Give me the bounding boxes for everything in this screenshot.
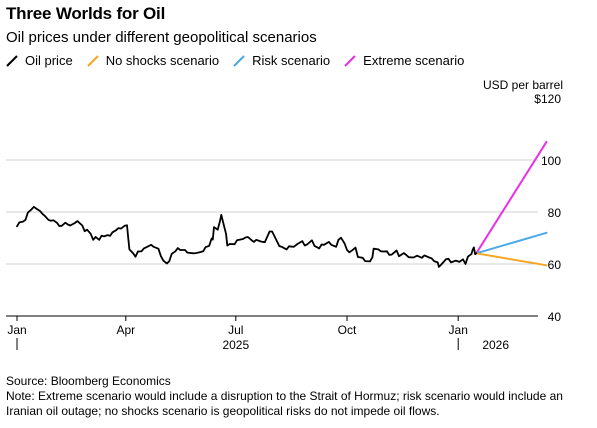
year-label-2026: 2026 [482, 338, 509, 352]
legend: Oil price No shocks scenario Risk scenar… [6, 53, 478, 68]
x-axis: Jan Apr Jul Oct Jan 2025 2026 [6, 315, 538, 352]
source-note: Source: Bloomberg Economics [6, 374, 171, 388]
series-line-extreme-scenario [475, 140, 548, 255]
y-tick-label-40: 40 [548, 310, 562, 324]
chart-subtitle: Oil prices under different geopolitical … [6, 29, 317, 46]
year-label-2025: 2025 [222, 338, 249, 352]
y-tick-label-60: 60 [548, 258, 562, 272]
series-lines [16, 140, 548, 268]
legend-label-oil-price: Oil price [25, 53, 73, 68]
legend-item-no-shocks: No shocks scenario [86, 53, 220, 68]
methodology-note: Note: Extreme scenario would include a d… [6, 389, 563, 418]
legend-swatch-extreme [344, 54, 356, 67]
y-tick-label-100: 100 [541, 154, 561, 168]
chart-title: Three Worlds for Oil [6, 4, 166, 23]
legend-swatch-oil-price [6, 54, 18, 67]
legend-swatch-no-shocks [86, 54, 99, 67]
footer: Source: Bloomberg Economics Note: Extrem… [6, 374, 591, 419]
legend-item-extreme: Extreme scenario [344, 53, 464, 68]
y-axis-ticks: $120 100 80 60 40 [534, 92, 561, 324]
y-axis-unit-label: USD per barrel [482, 78, 563, 92]
y-tick-label-120: $120 [534, 92, 561, 106]
x-tick-label-0: Jan [7, 323, 26, 337]
legend-swatch-risk [233, 54, 245, 67]
x-tick-label-4: Jan [449, 323, 468, 337]
x-tick-label-3: Oct [338, 323, 357, 337]
gridlines [6, 159, 538, 317]
series-line-no-shocks-scenario [475, 252, 548, 267]
legend-label-no-shocks: No shocks scenario [105, 53, 220, 68]
x-tick-label-1: Apr [116, 323, 135, 337]
x-tick-label-2: Jul [228, 323, 243, 337]
legend-item-risk: Risk scenario [233, 53, 330, 68]
series-line-oil-price [16, 205, 478, 268]
series-line-risk-scenario [475, 231, 548, 255]
legend-label-extreme: Extreme scenario [363, 53, 465, 68]
legend-item-oil-price: Oil price [6, 53, 73, 68]
y-tick-label-80: 80 [548, 206, 562, 220]
legend-label-risk: Risk scenario [252, 53, 331, 68]
